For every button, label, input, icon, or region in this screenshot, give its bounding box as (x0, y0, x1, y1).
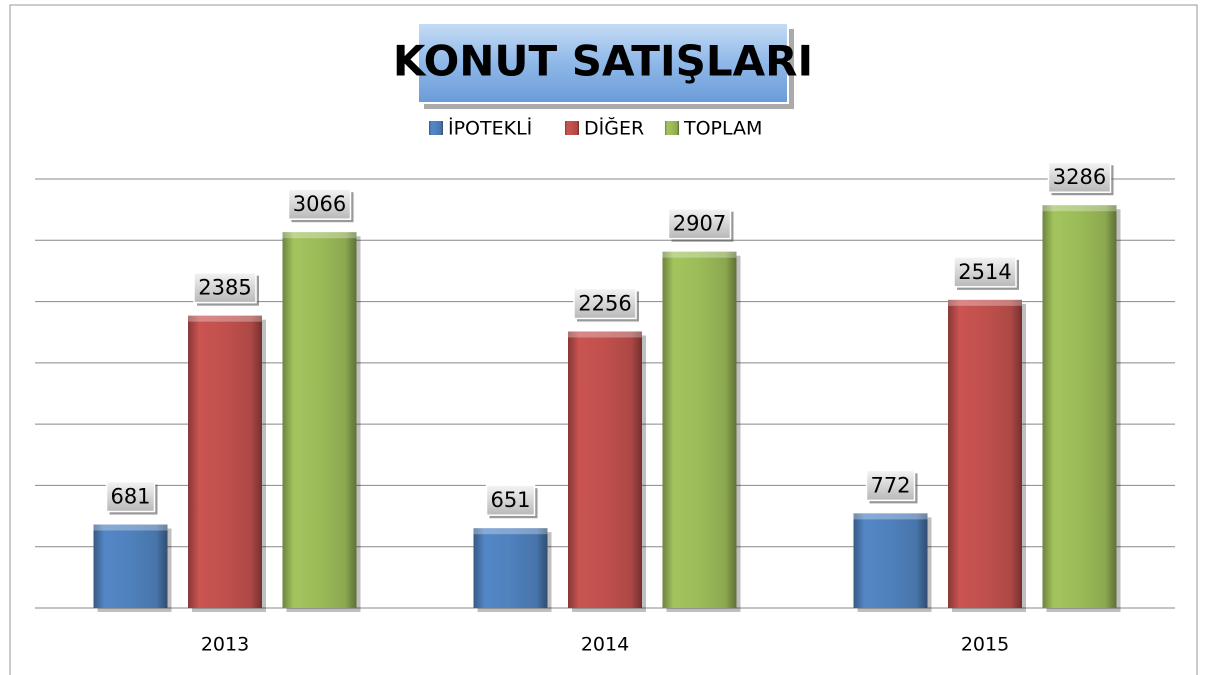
bar-bevel (473, 528, 548, 535)
label-box (667, 207, 732, 240)
chart-border (9, 4, 1198, 675)
bar (853, 513, 928, 608)
bar-bevel (93, 524, 168, 531)
label-box (573, 287, 637, 320)
legend-swatch (429, 121, 443, 135)
data-label: 2256 (578, 291, 631, 315)
bar-bevel (188, 315, 262, 322)
bar (282, 232, 357, 609)
bar-bevel (568, 331, 642, 338)
bar (93, 524, 168, 608)
legend-label: TOPLAM (683, 118, 762, 140)
chart-title: KONUT SATIŞLARI (393, 37, 813, 86)
label-box (485, 484, 536, 516)
bar-bevel (948, 299, 1022, 306)
data-label: 772 (870, 473, 910, 497)
bar-bevel (282, 232, 357, 239)
legend-swatch (565, 121, 579, 135)
data-label: 2385 (198, 276, 251, 300)
label-box (193, 271, 257, 304)
x-tick-label: 2013 (201, 634, 249, 656)
bar (1042, 205, 1117, 608)
title-box (417, 22, 789, 104)
bar (188, 315, 262, 608)
bar (662, 251, 737, 608)
data-label: 3066 (293, 192, 346, 216)
data-label: 651 (490, 488, 530, 512)
data-label: 3286 (1053, 165, 1106, 189)
data-label: 2907 (673, 212, 726, 236)
bar-bevel (1042, 205, 1117, 212)
legend-swatch (665, 121, 679, 135)
bar-bevel (662, 251, 737, 258)
bar (948, 299, 1022, 608)
data-label: 2514 (958, 260, 1011, 284)
label-box (1047, 161, 1112, 193)
legend-label: İPOTEKLİ (448, 117, 532, 140)
label-box (865, 469, 916, 502)
x-tick-label: 2014 (581, 634, 629, 656)
label-box (287, 188, 352, 220)
bar-bevel (853, 513, 928, 520)
bar (473, 528, 548, 608)
label-box (953, 256, 1017, 288)
bar (568, 331, 642, 608)
label-box (105, 480, 156, 513)
x-tick-label: 2015 (961, 634, 1009, 656)
legend-label: DİĞER (584, 116, 644, 140)
data-label: 681 (110, 485, 150, 509)
